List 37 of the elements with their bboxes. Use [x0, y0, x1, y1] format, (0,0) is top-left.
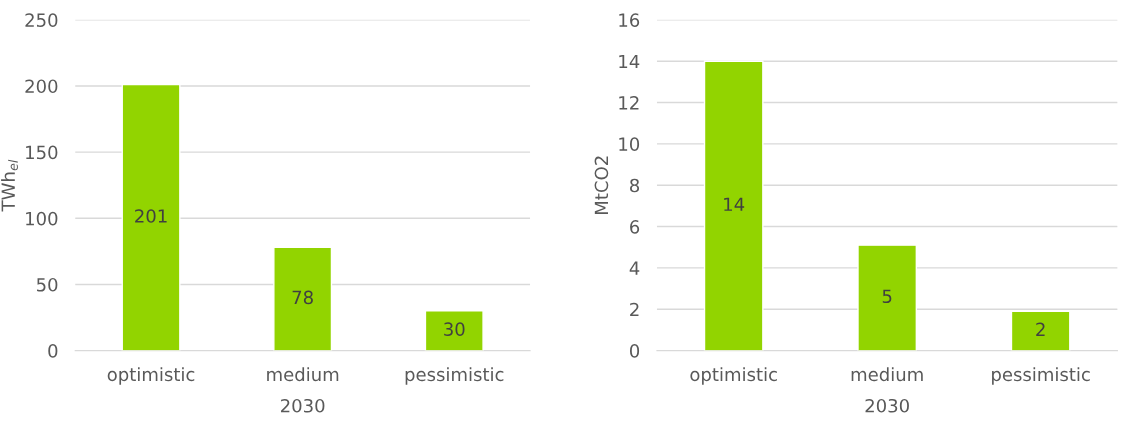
y-tick-label: 12 — [619, 95, 639, 110]
bar — [424, 310, 484, 351]
x-tick-label: pessimistic — [992, 367, 1090, 385]
x-axis-title: 2030 — [865, 398, 909, 413]
x-tick-label: optimistic — [690, 367, 777, 385]
text: 2 — [1036, 322, 1045, 336]
bar — [121, 83, 181, 351]
y-tick-label: 150 — [26, 145, 58, 160]
y-axis-title: MtCO2 — [594, 156, 609, 214]
y-axis-title: TWh$_{el}$ — [1, 159, 18, 212]
text: 5 — [882, 289, 892, 304]
y-tick-label: 0 — [48, 344, 58, 358]
bar — [857, 244, 918, 351]
y-tick-label: 200 — [25, 79, 58, 94]
text: 78 — [292, 290, 313, 305]
y-tick-label: 8 — [630, 178, 640, 193]
text: 30 — [444, 322, 465, 336]
text: 201 — [135, 209, 167, 223]
y-tick-label: 4 — [629, 261, 640, 275]
x-axis-title: 2030 — [281, 398, 325, 413]
y-tick-label: 16 — [619, 13, 640, 27]
text: 14 — [724, 197, 745, 211]
y-tick-label: 250 — [25, 13, 58, 27]
y-tick-label: 0 — [629, 344, 640, 358]
bar — [1010, 310, 1071, 351]
bar — [703, 60, 764, 351]
y-tick-label: 6 — [630, 220, 640, 234]
bar — [273, 246, 333, 351]
y-tick-label: 50 — [36, 277, 58, 292]
y-tick-label: 100 — [26, 211, 58, 226]
x-tick-label: optimistic — [107, 367, 195, 385]
y-tick-label: 2 — [630, 302, 639, 317]
x-tick-label: pessimistic — [405, 367, 504, 385]
y-tick-label: 10 — [619, 137, 640, 151]
x-tick-label: medium — [851, 367, 923, 382]
x-tick-label: medium — [267, 367, 339, 382]
y-tick-label: 14 — [619, 54, 640, 69]
